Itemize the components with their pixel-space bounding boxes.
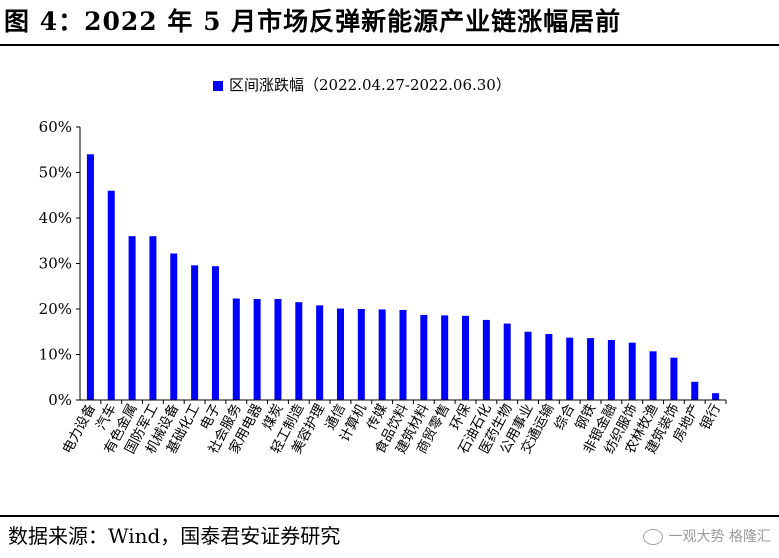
bar xyxy=(524,331,532,400)
y-tick-label: 40% xyxy=(39,209,72,227)
source-divider xyxy=(0,515,779,517)
bar xyxy=(712,393,720,400)
x-tick-label: 综合 xyxy=(551,401,578,433)
bar xyxy=(253,298,261,400)
bar xyxy=(86,154,94,400)
bar xyxy=(211,266,219,400)
bars xyxy=(86,154,720,400)
bar xyxy=(274,298,282,400)
legend-swatch xyxy=(213,81,223,91)
watermark: 一观大势 格隆汇 xyxy=(642,522,771,552)
x-axis: 电力设备汽车有色金属国防军工机械设备基础化工电子社会服务家用电器煤炭轻工制造美容… xyxy=(59,399,727,457)
bar-chart: 区间涨跌幅（2022.04.27-2022.06.30） 0% 10% 20% 30%… xyxy=(39,76,727,457)
bar xyxy=(107,190,115,400)
y-tick-label: 30% xyxy=(39,255,72,273)
figure-title: 图 4：2022 年 5 月市场反弹新能源产业链涨幅居前 xyxy=(4,7,622,36)
bar xyxy=(441,315,449,400)
x-tick-label: 银行 xyxy=(697,401,724,432)
bar xyxy=(607,339,615,400)
bar xyxy=(545,334,553,400)
bar xyxy=(232,298,240,400)
bar xyxy=(336,308,344,400)
legend-label: 区间涨跌幅（2022.04.27-2022.06.30） xyxy=(229,76,511,94)
chart-legend: 区间涨跌幅（2022.04.27-2022.06.30） xyxy=(213,76,511,94)
wechat-icon xyxy=(642,529,663,545)
y-tick-label: 60% xyxy=(39,118,72,136)
title-divider xyxy=(0,44,779,46)
bar xyxy=(628,342,636,400)
source-note: 数据来源：Wind，国泰君安证券研究 xyxy=(8,524,341,548)
bar xyxy=(587,338,595,400)
bar xyxy=(482,319,490,400)
y-axis: 0% 10% 20% 30% 40% 50% 60% xyxy=(39,118,81,409)
bar xyxy=(670,357,678,400)
bar xyxy=(378,309,386,400)
y-tick-label: 50% xyxy=(39,164,72,182)
y-tick-label: 20% xyxy=(39,300,72,318)
bar xyxy=(566,337,574,400)
bar xyxy=(128,236,136,400)
y-tick-label: 0% xyxy=(48,391,72,409)
bar xyxy=(295,302,303,400)
watermark-text: 一观大势 格隆汇 xyxy=(668,529,771,545)
bar xyxy=(420,314,428,400)
bar xyxy=(691,381,699,400)
bar xyxy=(316,305,324,400)
bar xyxy=(357,309,365,400)
bar xyxy=(399,309,407,400)
bar xyxy=(149,236,157,400)
bar xyxy=(503,323,511,400)
bar xyxy=(462,315,470,400)
bar xyxy=(191,265,199,400)
bar xyxy=(170,253,178,400)
bar xyxy=(649,351,657,400)
y-tick-label: 10% xyxy=(39,346,72,364)
